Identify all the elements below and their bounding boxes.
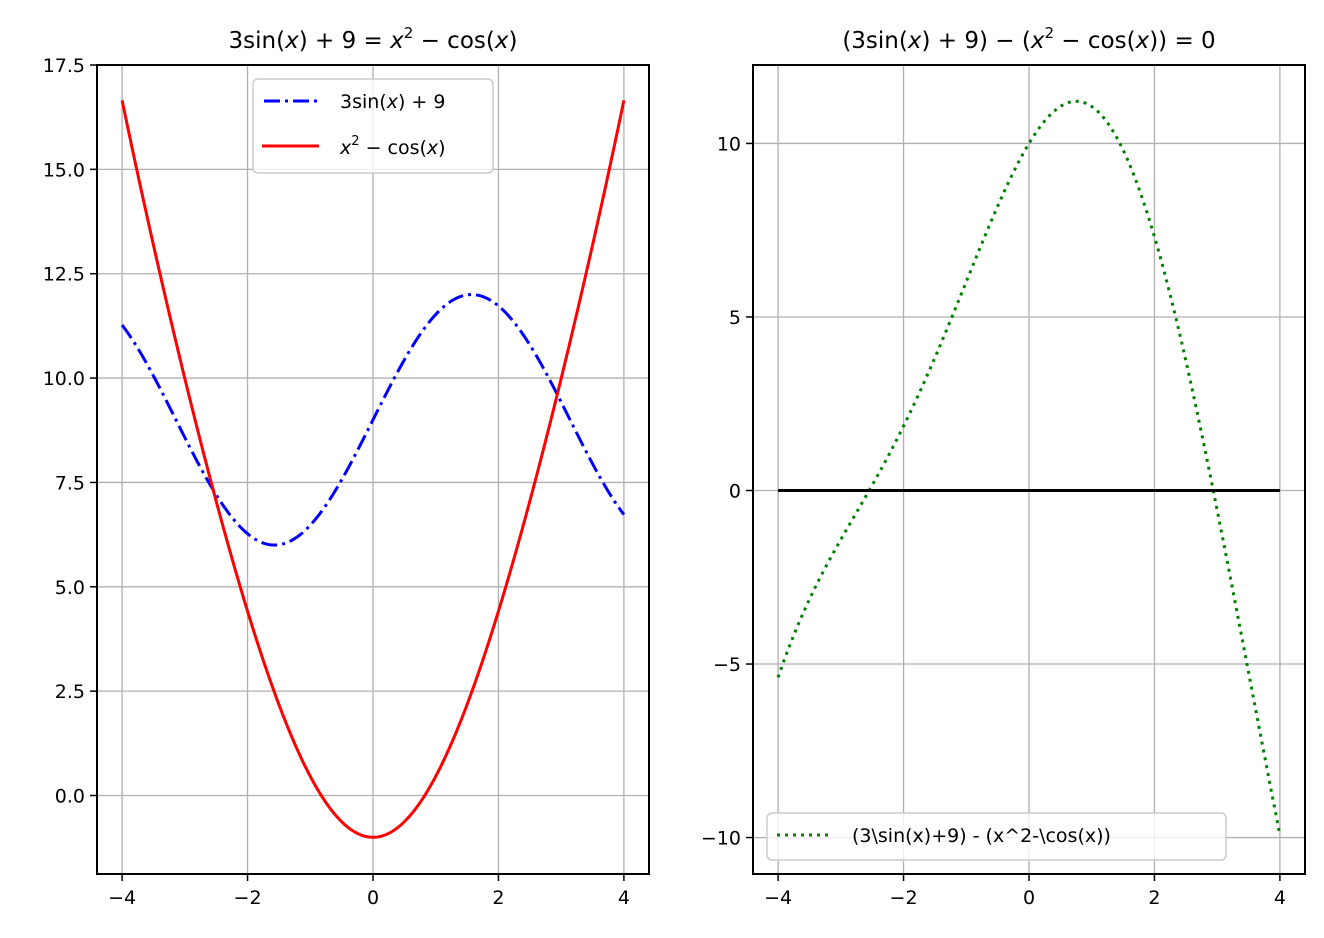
left-plot-title: 3sin(x) + 9 = x2 − cos(x) xyxy=(229,24,518,54)
y-tick-label: 0.0 xyxy=(55,786,85,808)
x-tick-label: −4 xyxy=(764,887,792,909)
y-tick-label: 5 xyxy=(729,307,741,329)
x-tick-label: −4 xyxy=(108,887,136,909)
y-tick-label: 17.5 xyxy=(43,55,85,77)
left-legend-box xyxy=(252,78,494,174)
left-ticks: −4 −2 0 2 4 0.0 2.5 5.0 7.5 10.0 12.5 15.0 17.5 xyxy=(43,55,630,909)
x-tick-label: 0 xyxy=(367,887,379,909)
y-tick-label: 5.0 xyxy=(55,577,85,599)
right-legend: (3\sin(x)+9) - (x^2-\cos(x)) xyxy=(766,812,1227,861)
y-tick-label: 0 xyxy=(729,480,741,502)
y-tick-label: 15.0 xyxy=(43,159,85,181)
legend-label-lhs: 3sin(x) + 9 xyxy=(340,91,445,113)
legend-label-rhs: x2 − cos(x) xyxy=(339,134,446,159)
right-curves xyxy=(776,99,1282,836)
x-tick-label: −2 xyxy=(234,887,262,909)
y-tick-label: 2.5 xyxy=(55,681,85,703)
x-tick-label: −2 xyxy=(890,887,918,909)
x-tick-label: 2 xyxy=(1148,887,1160,909)
x-tick-label: 2 xyxy=(492,887,504,909)
y-tick-label: −10 xyxy=(701,828,741,850)
y-tick-label: 10.0 xyxy=(43,368,85,390)
left-legend: 3sin(x) + 9 x2 − cos(x) xyxy=(252,78,494,174)
series-line xyxy=(120,100,626,839)
right-legend-box xyxy=(766,812,1227,861)
left-curves xyxy=(120,100,626,839)
left-subplot: 3sin(x) + 9 = x2 − cos(x) −4 −2 0 2 4 0.0 2.5 5… xyxy=(43,24,650,909)
x-tick-label: 0 xyxy=(1023,887,1035,909)
y-tick-label: −5 xyxy=(713,654,741,676)
legend-label-difference: (3\sin(x)+9) - (x^2-\cos(x)) xyxy=(852,825,1111,847)
right-plot-title: (3sin(x) + 9) − (x2 − cos(x)) = 0 xyxy=(842,24,1215,54)
right-ticks: −4 −2 0 2 4 −10 −5 0 5 10 xyxy=(701,133,1286,909)
y-tick-label: 7.5 xyxy=(55,472,85,494)
y-tick-label: 12.5 xyxy=(43,264,85,286)
series-line xyxy=(776,99,1282,836)
x-tick-label: 4 xyxy=(1274,887,1286,909)
x-tick-label: 4 xyxy=(618,887,630,909)
y-tick-label: 10 xyxy=(717,133,741,155)
series-line xyxy=(120,293,626,547)
right-subplot: (3sin(x) + 9) − (x2 − cos(x)) = 0 −4 −2 0 2… xyxy=(701,24,1306,909)
